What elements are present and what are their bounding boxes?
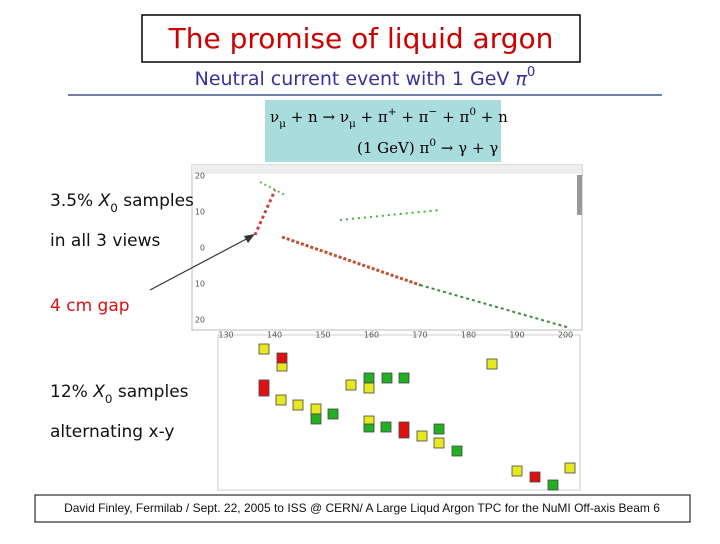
text-part: + — [388, 106, 397, 118]
text-part: Neutral current event with 1 GeV — [195, 68, 516, 90]
axis-label: 150 — [315, 331, 330, 340]
text-part: 0 — [527, 65, 535, 80]
display-scroll — [577, 175, 582, 215]
text-part: → γ + γ — [436, 139, 498, 157]
text-part: − — [429, 106, 438, 118]
text-part: + π — [437, 108, 469, 126]
text-part: X — [98, 191, 111, 211]
text-part: μ — [279, 118, 286, 130]
axis-label: 0 — [200, 244, 205, 253]
axis-label: 160 — [364, 331, 379, 340]
text-part: ν — [340, 108, 349, 126]
text-part: 0 — [429, 137, 436, 149]
xy-display — [217, 334, 581, 491]
text-part: ν — [270, 108, 279, 126]
axis-label: 20 — [195, 316, 205, 325]
axis-label: 190 — [509, 331, 524, 340]
text-part: + π — [397, 108, 429, 126]
text-part: 0 — [469, 106, 476, 118]
text-part: 0 — [110, 201, 118, 215]
axis-label: 140 — [267, 331, 282, 340]
arrow — [149, 235, 253, 291]
subtitle: Neutral current event with 1 GeV π0 — [195, 65, 536, 90]
footer-box — [34, 494, 691, 523]
axis-label: 130 — [218, 331, 233, 340]
axis-label: 180 — [461, 331, 476, 340]
text-part: (1 GeV) π — [357, 139, 429, 157]
text-part: 0 — [105, 392, 113, 406]
tracks — [253, 181, 571, 329]
title: The promise of liquid argon — [168, 22, 554, 55]
annotation: 4 cm gap — [50, 296, 130, 316]
text-part: samples — [118, 382, 189, 402]
annotation: alternating x-y — [50, 422, 174, 442]
text-part: X — [92, 382, 105, 402]
axis-label: 200 — [558, 331, 573, 340]
text-part: samples — [123, 191, 194, 211]
axis-label: 10 — [195, 280, 205, 289]
annotation: in all 3 views — [50, 231, 161, 251]
footer: David Finley, Fermilab / Sept. 22, 2005 … — [64, 501, 660, 515]
axis-label: 20 — [195, 172, 205, 181]
annotation: 3.5% X0 samples — [50, 191, 194, 215]
text-part: + n → — [286, 108, 340, 126]
text-part: + π — [356, 108, 388, 126]
text-part: 3.5% — [50, 191, 93, 211]
hits — [258, 343, 576, 491]
axis-label: 10 — [195, 208, 205, 217]
display-header — [192, 165, 582, 174]
equation-line: (1 GeV) π0 → γ + γ — [357, 137, 498, 157]
event-display — [191, 164, 583, 331]
text-part: + n — [476, 108, 508, 126]
equation-box — [265, 100, 501, 162]
text-part: π — [515, 68, 527, 90]
title-box — [141, 14, 581, 63]
equation-line: νμ + n → νμ + π+ + π− + π0 + n — [270, 106, 508, 130]
annotation: 12% X0 samples — [50, 382, 189, 406]
axis-label: 170 — [412, 331, 427, 340]
arrow-head — [244, 234, 255, 243]
text-part: μ — [349, 118, 356, 130]
text-part: 12% — [50, 382, 88, 402]
